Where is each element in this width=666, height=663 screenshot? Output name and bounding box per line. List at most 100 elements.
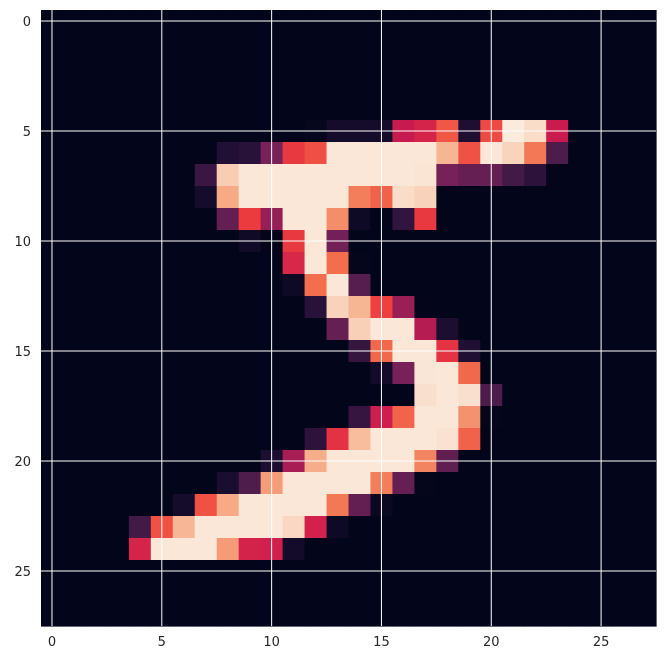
heatmap-cell — [634, 516, 657, 539]
grid-lines — [41, 10, 656, 626]
heatmap-cell — [106, 98, 130, 121]
heatmap-cell — [238, 54, 262, 77]
heatmap-cell — [568, 98, 591, 121]
heatmap-cell — [282, 208, 306, 231]
heatmap-cell — [304, 32, 328, 55]
heatmap-cell — [62, 54, 86, 77]
heatmap-cell — [392, 604, 415, 627]
heatmap-cell — [612, 472, 635, 495]
heatmap-cell — [546, 428, 569, 451]
heatmap-cell — [84, 494, 108, 517]
heatmap-cell — [106, 164, 130, 187]
heatmap-cell — [304, 428, 328, 451]
heatmap-cell — [436, 384, 459, 407]
heatmap-cell — [62, 516, 86, 539]
heatmap-cell — [128, 142, 152, 165]
heatmap-cell — [106, 582, 130, 605]
heatmap-cell — [304, 406, 328, 429]
heatmap-cell — [524, 494, 547, 517]
heatmap-cell — [392, 54, 415, 77]
heatmap-cell — [524, 186, 547, 209]
heatmap-cell — [436, 362, 459, 385]
heatmap-cell — [216, 32, 240, 55]
heatmap-cell — [304, 516, 328, 539]
heatmap-cell — [392, 494, 415, 517]
heatmap-cell — [238, 406, 262, 429]
heatmap-cell — [216, 384, 240, 407]
heatmap-cell — [348, 54, 372, 77]
heatmap-cell — [414, 142, 437, 165]
heatmap-cell — [106, 208, 130, 231]
heatmap-cell — [634, 98, 657, 121]
heatmap-cell — [238, 76, 262, 99]
heatmap-cell — [612, 252, 635, 275]
heatmap-cell — [612, 208, 635, 231]
heatmap-cell — [304, 54, 328, 77]
heatmap-cell — [194, 362, 218, 385]
heatmap-cell — [282, 472, 306, 495]
heatmap-cell — [436, 538, 459, 561]
x-tick-label: 20 — [483, 635, 500, 650]
heatmap-cell — [348, 582, 372, 605]
heatmap-cell — [392, 98, 415, 121]
heatmap-cell — [194, 384, 218, 407]
heatmap-cell — [106, 428, 130, 451]
heatmap-cell — [282, 164, 306, 187]
heatmap-cell — [348, 32, 372, 55]
heatmap-cell — [128, 494, 152, 517]
heatmap-cell — [348, 252, 372, 275]
heatmap-cell — [282, 274, 306, 297]
heatmap-cell — [392, 142, 415, 165]
heatmap-cell — [634, 494, 657, 517]
heatmap-cell — [458, 186, 481, 209]
heatmap-cell — [282, 494, 306, 517]
heatmap-cell — [326, 164, 350, 187]
heatmap-cell — [84, 98, 108, 121]
heatmap-cell — [106, 186, 130, 209]
heatmap-cell — [172, 406, 196, 429]
heatmap-cell — [238, 296, 262, 319]
heatmap-cell — [502, 428, 525, 451]
heatmap-cell — [612, 362, 635, 385]
heatmap-cell — [524, 538, 547, 561]
heatmap-cell — [106, 32, 130, 55]
heatmap-cell — [238, 32, 262, 55]
heatmap-cell — [414, 362, 437, 385]
heatmap-cell — [458, 472, 481, 495]
heatmap-cell — [568, 538, 591, 561]
heatmap-cell — [128, 274, 152, 297]
heatmap-cell — [524, 164, 547, 187]
heatmap-cell — [128, 76, 152, 99]
heatmap-cell — [524, 384, 547, 407]
heatmap-cell — [546, 76, 569, 99]
heatmap-cell — [326, 186, 350, 209]
heatmap-cell — [194, 604, 218, 627]
heatmap-cell — [238, 164, 262, 187]
heatmap-cell — [414, 428, 437, 451]
heatmap-cell — [194, 54, 218, 77]
heatmap-cell — [634, 164, 657, 187]
heatmap-cell — [238, 318, 262, 341]
heatmap-cell — [172, 516, 196, 539]
heatmap-cell — [436, 406, 459, 429]
heatmap-cell — [348, 494, 372, 517]
heatmap-cell — [84, 472, 108, 495]
heatmap-cell — [612, 538, 635, 561]
heatmap-cell — [194, 406, 218, 429]
heatmap-cell — [62, 252, 86, 275]
heatmap-cell — [546, 318, 569, 341]
heatmap-cell — [62, 384, 86, 407]
heatmap-cell — [194, 252, 218, 275]
heatmap-cell — [216, 54, 240, 77]
heatmap-cell — [546, 98, 569, 121]
heatmap-cell — [568, 186, 591, 209]
heatmap-cell — [128, 604, 152, 627]
heatmap-cell — [612, 54, 635, 77]
heatmap-cell — [524, 54, 547, 77]
heatmap-cell — [106, 318, 130, 341]
heatmap-cell — [238, 362, 262, 385]
heatmap-cell — [304, 142, 328, 165]
heatmap-cell — [436, 54, 459, 77]
heatmap-cell — [392, 318, 415, 341]
